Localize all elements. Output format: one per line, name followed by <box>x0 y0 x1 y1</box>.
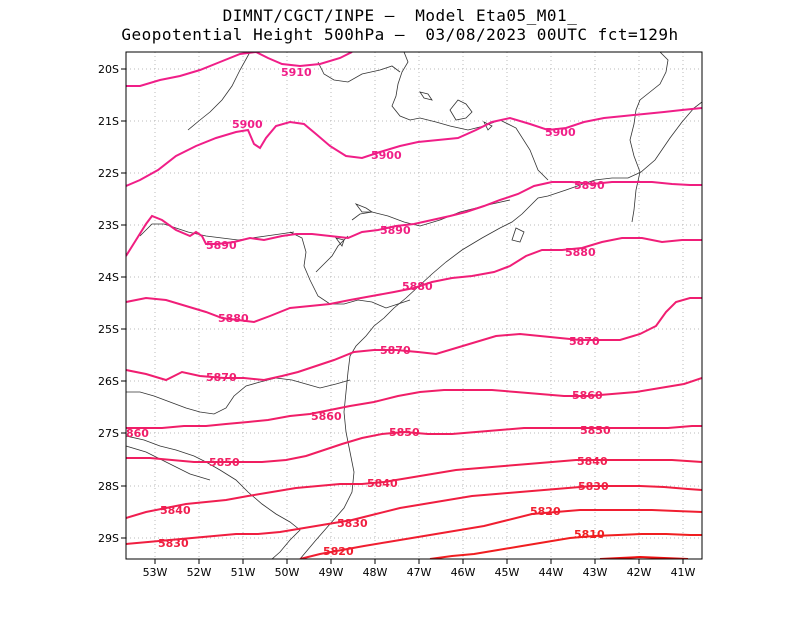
y-tick-label: 26S <box>98 375 119 388</box>
y-tick-label: 25S <box>98 323 119 336</box>
contour-label: 5830 <box>158 537 189 550</box>
state-border <box>317 61 401 83</box>
contour-5840 <box>126 459 702 519</box>
contour-label: 5910 <box>281 66 312 79</box>
state-border <box>315 235 349 273</box>
island <box>511 227 525 243</box>
contour-label: 5810 <box>574 528 605 541</box>
y-tick-label: 23S <box>98 219 119 232</box>
y-tick-label: 29S <box>98 532 119 545</box>
contour-label: 5890 <box>574 179 605 192</box>
x-tick-label: 51W <box>231 566 256 579</box>
contour-5880 <box>126 237 702 324</box>
contour-label: 5860 <box>572 389 603 402</box>
contour-label: 5850 <box>580 424 611 437</box>
contour-label: 5880 <box>218 312 249 325</box>
coastline-borders <box>126 52 702 559</box>
contour-5910 <box>126 52 353 87</box>
y-tick-label: 20S <box>98 63 119 76</box>
x-tick-label: 43W <box>583 566 608 579</box>
state-border <box>351 199 511 227</box>
contour-5800 <box>599 555 689 559</box>
state-border <box>629 52 669 223</box>
x-tick-label: 53W <box>143 566 168 579</box>
grid <box>126 52 702 559</box>
contour-label: 5870 <box>206 371 237 384</box>
chart-title-line1: DIMNT/CGCT/INPE – Model Eta05_M01_ <box>222 6 578 25</box>
x-tick-label: 46W <box>451 566 476 579</box>
x-tick-label: 41W <box>671 566 696 579</box>
contour-5830 <box>126 485 702 545</box>
contour-label: 5840 <box>367 477 398 490</box>
lake <box>354 203 374 213</box>
contour-label: 5850 <box>209 456 240 469</box>
contour-label: 5830 <box>578 480 609 493</box>
contour-label: 5880 <box>565 246 596 259</box>
tick-marks <box>121 68 684 564</box>
x-tick-label: 49W <box>319 566 344 579</box>
contour-5810 <box>429 533 702 559</box>
state-border <box>139 223 295 241</box>
x-tick-label: 45W <box>495 566 520 579</box>
contour-label: 5890 <box>380 224 411 237</box>
state-border <box>391 52 549 181</box>
contour-label: 5850 <box>389 426 420 439</box>
contour-labels: 5910 5900 5900 5900 5890 5890 5890 5880 … <box>126 66 611 558</box>
state-border <box>187 52 251 131</box>
state-border <box>126 377 351 415</box>
island <box>335 237 345 247</box>
x-tick-label: 47W <box>407 566 432 579</box>
state-border <box>126 445 211 481</box>
contour-label: 5900 <box>371 149 402 162</box>
x-tick-label: 52W <box>187 566 212 579</box>
contour-label: 5900 <box>232 118 263 131</box>
contour-label: 5880 <box>402 280 433 293</box>
lake <box>419 91 433 101</box>
contour-label: 5840 <box>160 504 191 517</box>
state-border <box>289 231 411 309</box>
contour-label: 5900 <box>545 126 576 139</box>
contour-label: 5820 <box>323 545 354 558</box>
y-tick-label: 27S <box>98 427 119 440</box>
state-border <box>126 435 301 559</box>
y-tick-label: 22S <box>98 167 119 180</box>
y-axis-labels: 20S 21S 22S 23S 24S 25S 26S 27S 28S 29S <box>98 63 119 545</box>
map-frame <box>125 51 703 560</box>
x-tick-label: 48W <box>363 566 388 579</box>
contour-label: 5820 <box>530 505 561 518</box>
y-tick-label: 21S <box>98 115 119 128</box>
contour-5900 <box>126 107 702 187</box>
contour-5820 <box>299 509 702 559</box>
x-axis-labels: 53W 52W 51W 50W 49W 48W 47W 46W 45W 44W … <box>143 566 696 579</box>
contour-5890 <box>126 181 702 257</box>
x-tick-label: 50W <box>275 566 300 579</box>
coastline <box>299 101 702 559</box>
contour-5870 <box>126 297 702 382</box>
contour-label: 5870 <box>380 344 411 357</box>
contour-label: 860 <box>126 427 149 440</box>
contour-5860 <box>126 377 702 429</box>
x-tick-label: 42W <box>627 566 652 579</box>
lake <box>449 99 473 121</box>
contours <box>126 52 702 559</box>
contour-label: 5860 <box>311 410 342 423</box>
contour-label: 5890 <box>206 239 237 252</box>
contour-label: 5840 <box>577 455 608 468</box>
chart-title-line2: Geopotential Height 500hPa – 03/08/2023 … <box>121 25 679 44</box>
y-tick-label: 28S <box>98 480 119 493</box>
contour-label: 5870 <box>569 335 600 348</box>
contour-5850 <box>126 425 702 463</box>
x-tick-label: 44W <box>539 566 564 579</box>
y-tick-label: 24S <box>98 271 119 284</box>
contour-label: 5830 <box>337 517 368 530</box>
